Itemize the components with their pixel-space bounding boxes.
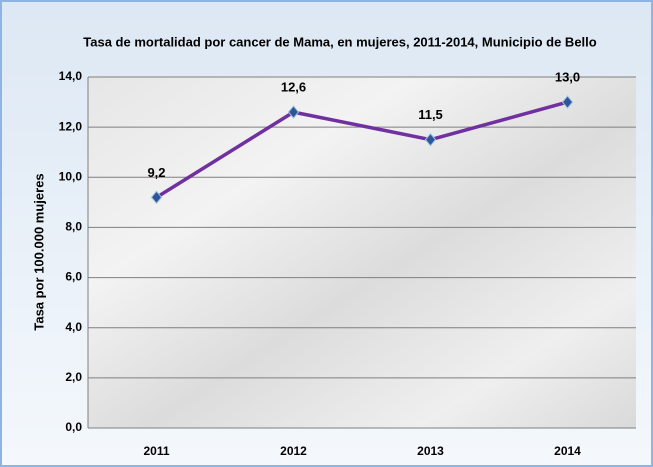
y-tick-label: 8,0 (65, 220, 82, 234)
x-tick-label: 2011 (143, 444, 169, 458)
plot-area (88, 77, 636, 428)
y-tick-label: 4,0 (65, 320, 82, 334)
x-tick-label: 2014 (554, 444, 581, 458)
data-label: 12,6 (281, 80, 306, 95)
data-label: 13,0 (555, 70, 580, 85)
marker (287, 105, 300, 119)
x-tick-label: 2013 (417, 444, 444, 458)
marker (561, 95, 574, 109)
chart-title: Tasa de mortalidad por cancer de Mama, e… (83, 34, 597, 49)
y-tick-label: 0,0 (65, 420, 82, 434)
line (155, 100, 568, 199)
y-tick-label: 12,0 (59, 119, 83, 133)
marker (424, 132, 437, 147)
marker (150, 190, 163, 205)
y-tick-label: 14,0 (59, 69, 83, 83)
y-tick-label: 10,0 (59, 169, 83, 183)
data-label: 11,5 (418, 107, 443, 122)
y-tick-label: 2,0 (65, 370, 82, 384)
y-tick-label: 6,0 (65, 270, 82, 284)
x-tick-label: 2012 (280, 444, 307, 458)
data-label: 9,2 (147, 165, 165, 180)
y-axis-label: Tasa por 100.000 mujeres (31, 173, 46, 330)
